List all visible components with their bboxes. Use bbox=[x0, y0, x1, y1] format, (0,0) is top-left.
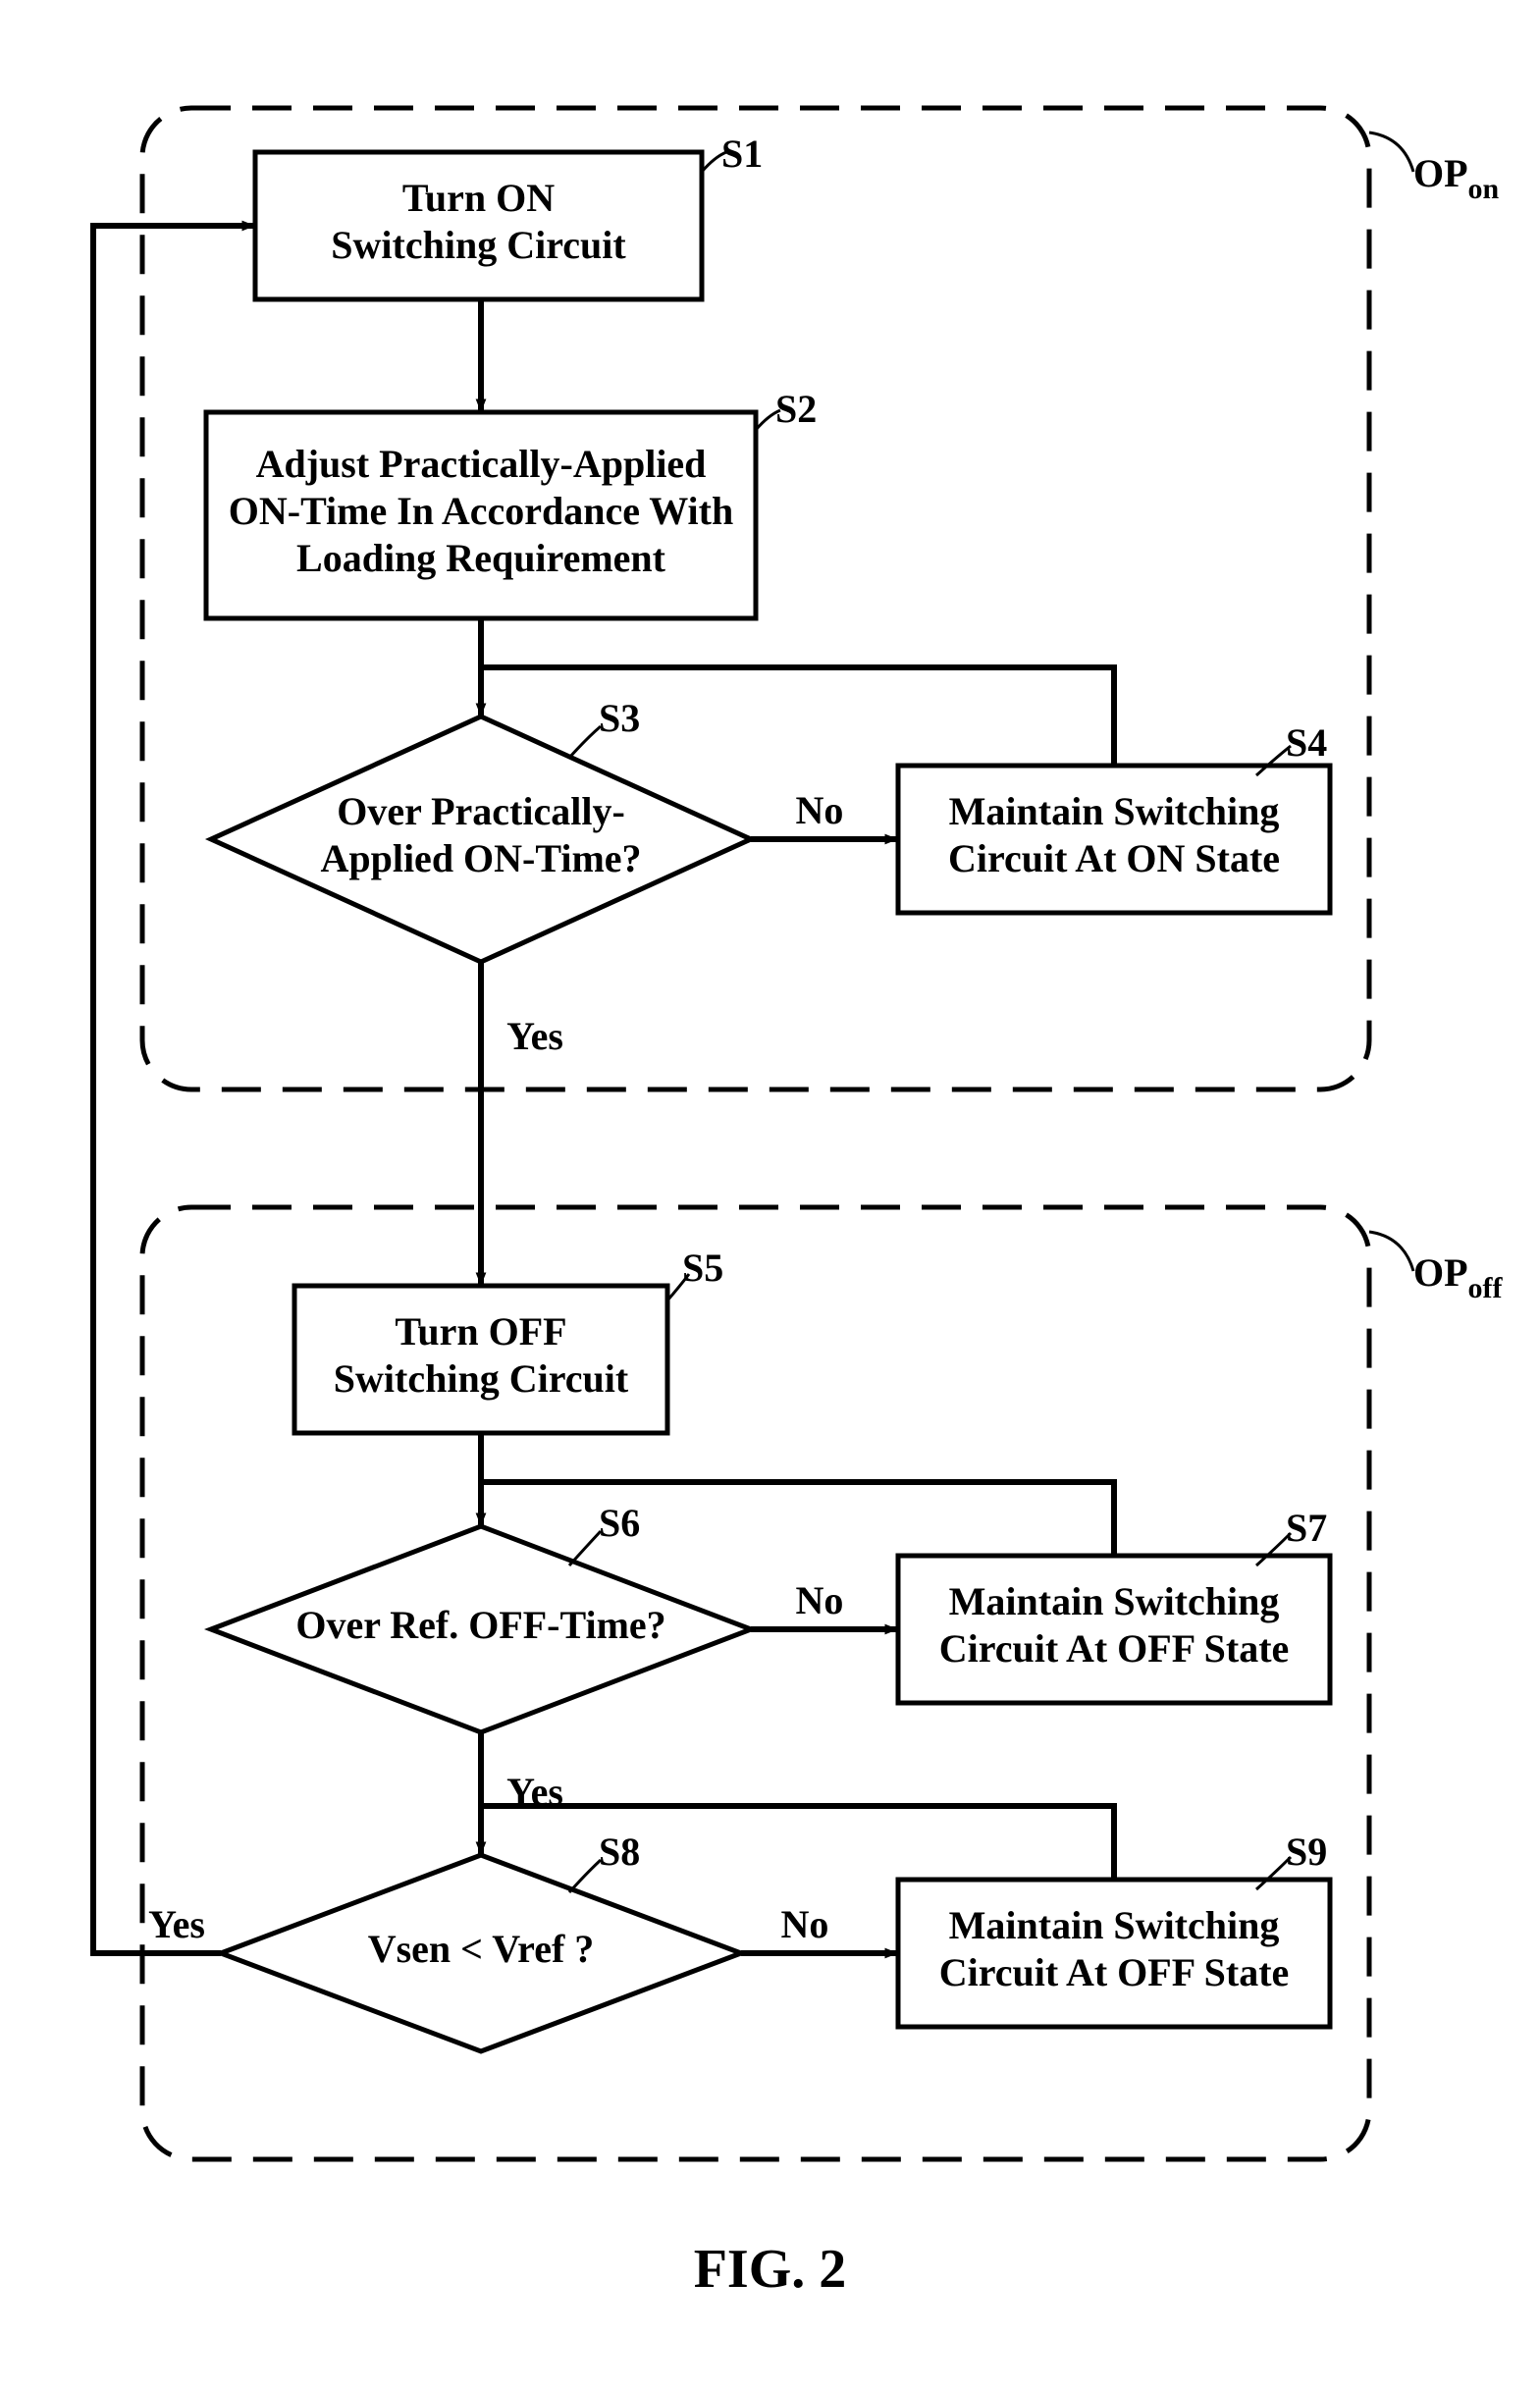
node-step-label-s1: S1 bbox=[721, 132, 763, 176]
node-text-s8: Vsen < Vref ? bbox=[368, 1927, 595, 1971]
edge-label-e-s6-s7: No bbox=[796, 1578, 844, 1622]
group-label-op-on: OPon bbox=[1413, 151, 1500, 205]
edge-e-s7-s6 bbox=[481, 1482, 1114, 1556]
node-step-label-s8: S8 bbox=[599, 1830, 640, 1874]
leader-s3 bbox=[569, 726, 601, 758]
edge-label-e-s8-s9: No bbox=[781, 1902, 829, 1946]
leader-op-on bbox=[1369, 133, 1413, 172]
edge-label-e-s3-s4: No bbox=[796, 788, 844, 832]
leader-op-off bbox=[1369, 1232, 1413, 1271]
node-step-label-s6: S6 bbox=[599, 1501, 640, 1545]
leader-s6 bbox=[569, 1531, 601, 1565]
leader-s8 bbox=[569, 1860, 601, 1892]
node-step-label-s9: S9 bbox=[1286, 1830, 1327, 1874]
node-step-label-s3: S3 bbox=[599, 696, 640, 740]
group-label-op-off: OPoff bbox=[1413, 1250, 1504, 1304]
node-step-label-s2: S2 bbox=[775, 387, 817, 431]
node-step-label-s5: S5 bbox=[682, 1246, 723, 1290]
node-text-s2: Adjust Practically-AppliedON-Time In Acc… bbox=[229, 442, 733, 580]
flowchart-svg: OPonOPoffNoYesNoYesNoYesTurn ONSwitching… bbox=[0, 0, 1540, 2388]
node-step-label-s4: S4 bbox=[1286, 720, 1327, 765]
edge-label-e-s3-s5: Yes bbox=[506, 1014, 563, 1058]
edge-e-s9-s8 bbox=[481, 1806, 1114, 1880]
edge-label-e-s8-s1: Yes bbox=[148, 1902, 205, 1946]
figure-label: FIG. 2 bbox=[694, 2239, 847, 2300]
node-step-label-s7: S7 bbox=[1286, 1506, 1327, 1550]
node-text-s6: Over Ref. OFF-Time? bbox=[295, 1603, 665, 1647]
